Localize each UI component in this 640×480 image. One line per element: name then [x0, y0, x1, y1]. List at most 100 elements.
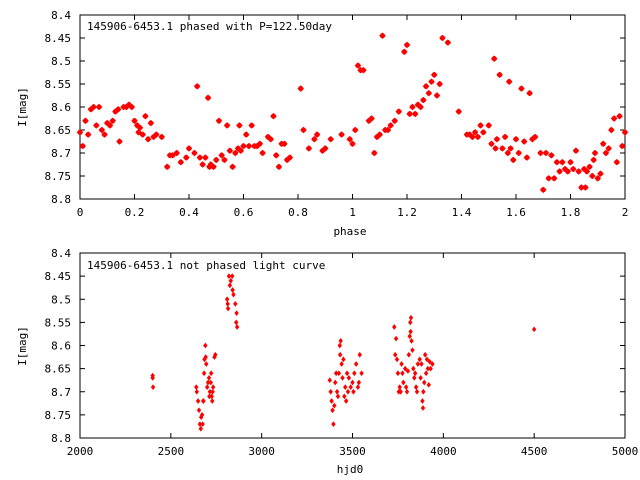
unphased-x-tick-label: 3500: [339, 445, 366, 458]
phased-data-point: [564, 168, 571, 175]
phased-data-point: [213, 156, 220, 164]
unphased-data-point: [394, 356, 400, 363]
phased-data-point: [510, 156, 517, 164]
phased-data-point: [515, 149, 522, 157]
unphased-data-point: [422, 351, 428, 358]
phased-data-point: [537, 149, 544, 157]
phased-data-point: [199, 161, 206, 168]
unphased-data-point: [357, 351, 362, 358]
phased-data-point: [575, 168, 582, 175]
phased-data-point: [131, 117, 138, 124]
unphased-x-tick-label: 2500: [158, 445, 185, 458]
unphased-data-point: [350, 379, 355, 386]
unphased-data-point: [398, 388, 403, 395]
phased-data-point: [512, 136, 520, 143]
phased-data-point: [493, 136, 501, 143]
unphased-data-point: [213, 351, 218, 358]
phased-data-point: [158, 133, 165, 141]
unphased-data-point: [428, 365, 433, 372]
unphased-data-point: [397, 384, 402, 390]
phased-data-point: [139, 131, 146, 138]
unphased-data-point: [233, 301, 238, 307]
unphased-data-point: [150, 375, 155, 381]
unphased-data-point: [408, 319, 413, 326]
unphased-data-point: [199, 412, 205, 418]
phased-data-point: [488, 140, 495, 147]
unphased-data-point: [329, 398, 334, 404]
phased-data-point: [245, 142, 253, 150]
phased-data-point: [505, 78, 513, 85]
unphased-data-point: [426, 381, 431, 388]
unphased-y-tick-label: 8.5: [51, 293, 71, 306]
phased-data-point: [542, 149, 550, 157]
phased-data-point: [597, 170, 604, 177]
phased-data-point: [608, 126, 615, 134]
phased-data-point: [376, 131, 383, 138]
unphased-data-point: [341, 356, 346, 363]
unphased-data-point: [345, 388, 351, 395]
phased-data-point: [491, 55, 498, 62]
unphased-data-point: [417, 356, 422, 363]
phased-data-point: [578, 184, 585, 191]
unphased-data-point: [342, 393, 347, 400]
phased-data-point: [259, 149, 266, 157]
unphased-data-point: [332, 402, 337, 409]
phased-y-tick-label: 8.45: [45, 32, 72, 45]
phased-data-point: [616, 113, 623, 120]
unphased-data-point: [210, 388, 215, 395]
phased-data-point: [305, 145, 313, 152]
unphased-data-point: [225, 301, 230, 307]
phased-data-point: [270, 113, 277, 120]
phased-data-point: [403, 41, 411, 49]
phased-data-point: [142, 113, 149, 120]
phased-data-point: [439, 34, 446, 42]
phased-data-point: [349, 140, 356, 147]
unphased-data-point: [430, 361, 435, 367]
phased-x-tick-label: 0.8: [288, 206, 308, 219]
phased-data-point: [518, 85, 525, 92]
unphased-data-point: [195, 398, 201, 404]
unphased-data-point: [425, 365, 431, 372]
phased-data-point: [243, 131, 250, 138]
unphased-y-tick-label: 8.45: [45, 270, 72, 283]
unphased-data-point: [331, 421, 336, 427]
phased-data-point: [619, 142, 626, 150]
unphased-data-point: [344, 370, 350, 377]
phased-data-point: [144, 136, 152, 143]
phased-data-point: [114, 106, 122, 113]
unphased-data-point: [402, 365, 408, 372]
phased-data-point: [425, 90, 432, 97]
phased-data-point: [422, 83, 430, 90]
unphased-y-tick-label: 8.65: [45, 363, 72, 376]
phased-data-point: [455, 108, 462, 115]
phased-data-point: [600, 140, 607, 147]
unphased-data-point: [415, 361, 421, 367]
phased-data-point: [499, 145, 506, 152]
unphased-y-tick-label: 8.55: [45, 316, 72, 329]
phased-data-point: [572, 147, 580, 154]
phased-data-point: [420, 96, 427, 104]
unphased-data-point: [336, 370, 342, 377]
phased-x-tick-label: 1.4: [452, 206, 472, 219]
phased-chart-title: 145906-6453.1 phased with P=122.50day: [87, 20, 332, 33]
unphased-data-point: [413, 384, 419, 390]
unphased-x-tick-label: 3000: [248, 445, 275, 458]
phased-data-point: [613, 159, 621, 166]
phased-data-point: [591, 149, 599, 157]
unphased-data-point: [412, 370, 418, 377]
phased-data-point: [300, 126, 307, 134]
unphased-data-point: [201, 398, 206, 404]
unphased-data-point: [234, 310, 239, 316]
unphased-data-point: [328, 388, 333, 395]
phased-data-point: [327, 136, 334, 143]
phased-data-point: [417, 103, 424, 111]
phased-x-tick-label: 1.2: [397, 206, 417, 219]
phased-x-axis-label: phase: [333, 225, 366, 238]
phased-data-point: [90, 103, 97, 111]
unphased-data-point: [208, 370, 214, 377]
unphased-data-point: [207, 388, 213, 395]
phased-data-point: [202, 154, 209, 161]
phased-data-point: [526, 90, 533, 97]
phased-data-point: [153, 131, 160, 138]
unphased-y-tick-label: 8.7: [51, 386, 71, 399]
